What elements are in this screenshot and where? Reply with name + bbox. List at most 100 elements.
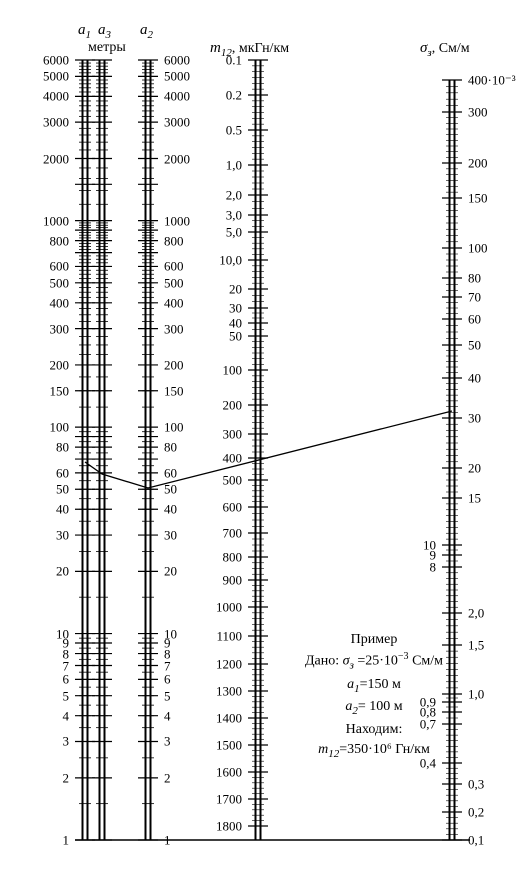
tick-label: 30 — [160, 529, 177, 542]
tick-label: 60 — [464, 313, 481, 326]
tick-label: 150 — [160, 384, 184, 397]
tick-label: 8 — [430, 561, 441, 574]
tick-label: 1700 — [216, 793, 246, 806]
tick-label: 400 — [223, 452, 247, 465]
tick-label: 1500 — [216, 739, 246, 752]
tick-label: 150 — [50, 384, 74, 397]
header-sigma: σз, См/м — [420, 40, 470, 59]
tick-label: 50 — [229, 330, 246, 343]
header-m12: m12, мкГн/км — [210, 40, 289, 59]
tick-label: 0,2 — [464, 806, 484, 819]
tick-label: 10,0 — [219, 254, 246, 267]
tick-label: 100 — [464, 242, 488, 255]
tick-label: 3 — [63, 735, 74, 748]
tick-label: 900 — [223, 574, 247, 587]
ex-l5-a: =350·10 — [339, 742, 387, 757]
tick-label: 300 — [464, 106, 488, 119]
tick-label: 800 — [223, 551, 247, 564]
tick-label: 7 — [63, 659, 74, 672]
tick-label: 5000 — [43, 70, 73, 83]
header-sigma-unit: , См/м — [432, 41, 470, 56]
tick-label: 80 — [464, 272, 481, 285]
header-a3-sym: a — [98, 22, 106, 38]
tick-label: 2000 — [160, 152, 190, 165]
header-a2-sub: 2 — [148, 29, 154, 41]
tick-label: 200 — [223, 399, 247, 412]
example-title: Пример — [305, 630, 443, 650]
ex-l5-sym: m — [318, 742, 328, 757]
tick-label: 50 — [160, 483, 177, 496]
tick-label: 1000 — [216, 601, 246, 614]
tick-label: 1 — [160, 834, 171, 847]
tick-label: 1,5 — [464, 639, 484, 652]
tick-label: 30 — [464, 412, 481, 425]
tick-label: 1400 — [216, 712, 246, 725]
tick-label: 200 — [160, 358, 184, 371]
header-metry: метры — [88, 40, 126, 56]
tick-label: 3 — [160, 735, 171, 748]
tick-label: 5 — [160, 689, 171, 702]
ex-l2-v: =150 м — [360, 677, 401, 692]
tick-label: 50 — [464, 339, 481, 352]
ex-l1-a: Дано: — [305, 654, 343, 669]
tick-label: 50 — [56, 483, 73, 496]
tick-label: 80 — [56, 441, 73, 454]
tick-label: 1 — [63, 834, 74, 847]
tick-label: 500 — [50, 276, 74, 289]
tick-label: 100 — [223, 364, 247, 377]
tick-label: 40 — [464, 372, 481, 385]
tick-label: 4 — [160, 709, 171, 722]
tick-label: 5000 — [160, 70, 190, 83]
tick-label: 1300 — [216, 685, 246, 698]
tick-label: 20 — [160, 565, 177, 578]
header-a2-sym: a — [140, 22, 148, 38]
ex-l1-sym: σ — [343, 654, 350, 669]
ex-l1-c: См/м — [409, 654, 443, 669]
tick-label: 150 — [464, 192, 488, 205]
tick-label: 60 — [56, 466, 73, 479]
tick-label: 100 — [160, 421, 184, 434]
tick-label: 6000 — [160, 54, 190, 67]
tick-label: 300 — [223, 428, 247, 441]
tick-label: 4000 — [160, 90, 190, 103]
tick-label: 3000 — [160, 116, 190, 129]
tick-label: 6000 — [43, 54, 73, 67]
tick-label: 5,0 — [226, 226, 246, 239]
tick-label: 4000 — [43, 90, 73, 103]
tick-label: 400 — [160, 296, 184, 309]
tick-label: 5 — [63, 689, 74, 702]
tick-label: 7 — [160, 659, 171, 672]
tick-label: 20 — [464, 462, 481, 475]
tick-label: 300 — [160, 322, 184, 335]
ex-l1-sup: −3 — [398, 651, 409, 662]
tick-label: 500 — [160, 276, 184, 289]
tick-label: 1100 — [216, 630, 246, 643]
tick-label: 40 — [56, 503, 73, 516]
tick-label: 2 — [63, 771, 74, 784]
tick-label: 0.1 — [226, 54, 246, 67]
header-a2: a2 — [140, 22, 153, 41]
tick-label: 200 — [464, 157, 488, 170]
tick-label: 0.5 — [226, 124, 246, 137]
tick-label: 700 — [223, 527, 247, 540]
tick-label: 2,0 — [464, 607, 484, 620]
tick-label: 0,7 — [420, 718, 440, 731]
tick-label: 40 — [160, 503, 177, 516]
tick-label: 1000 — [43, 214, 73, 227]
tick-label: 600 — [160, 260, 184, 273]
tick-label: 600 — [50, 260, 74, 273]
tick-label: 20 — [56, 565, 73, 578]
tick-label: 600 — [223, 501, 247, 514]
tick-label: 1800 — [216, 820, 246, 833]
tick-label: 30 — [229, 302, 246, 315]
tick-label: 800 — [160, 234, 184, 247]
tick-label: 6 — [63, 673, 74, 686]
tick-label: 400 — [50, 296, 74, 309]
tick-label: 3000 — [43, 116, 73, 129]
tick-label: 500 — [223, 474, 247, 487]
tick-label: 1200 — [216, 658, 246, 671]
tick-label: 2,0 — [226, 189, 246, 202]
ex-l5-sub: 12 — [328, 748, 339, 760]
tick-label: 0.2 — [226, 89, 246, 102]
tick-label: 3,0 — [226, 209, 246, 222]
